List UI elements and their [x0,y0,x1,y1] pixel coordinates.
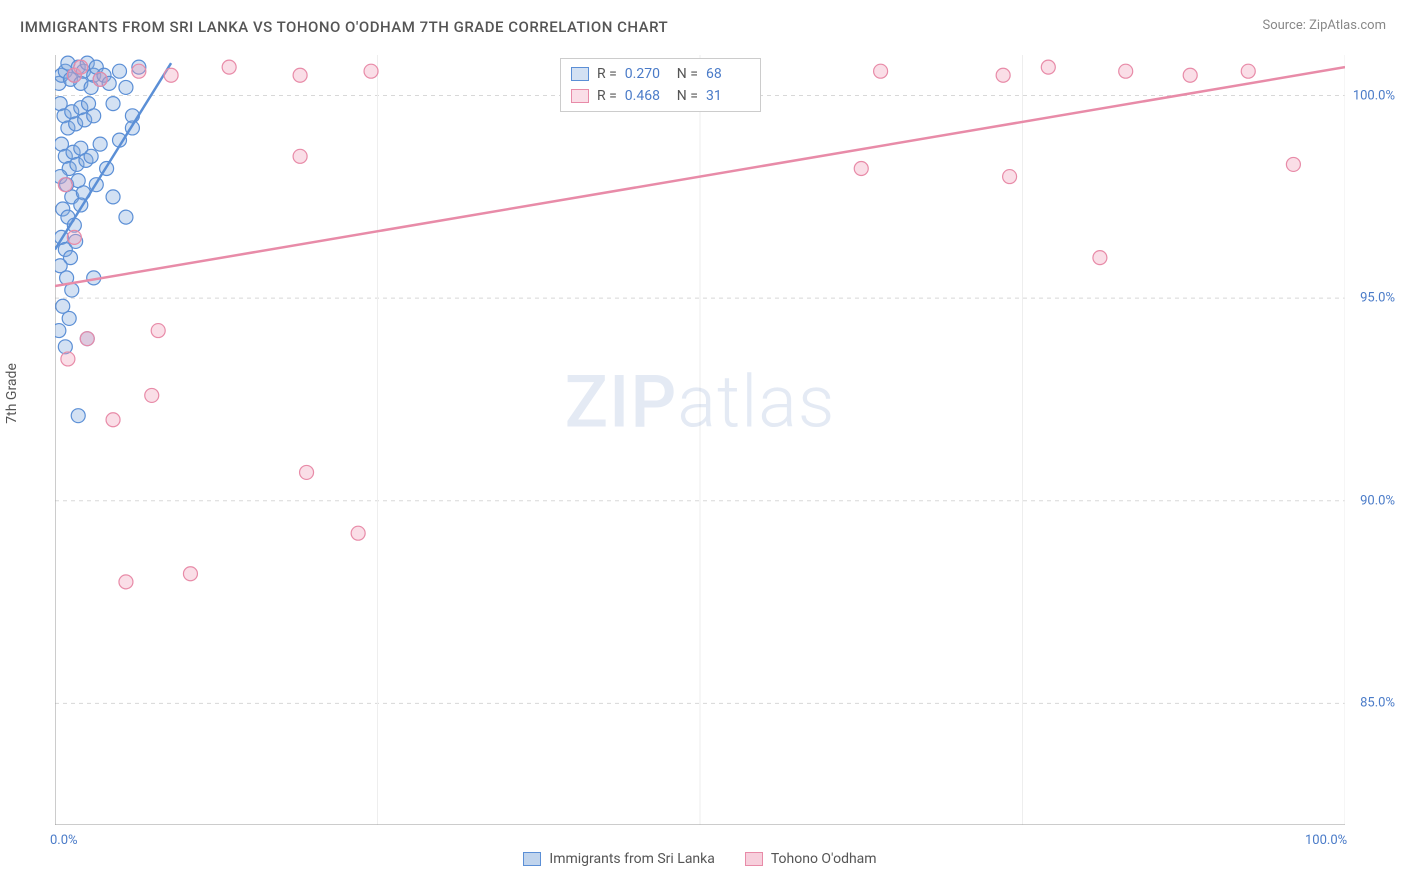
chart-title: IMMIGRANTS FROM SRI LANKA VS TOHONO O'OD… [20,18,668,36]
scatter-plot [55,55,1345,825]
r-value-2: 0.468 [625,88,669,104]
legend-label-1: Immigrants from Sri Lanka [549,851,714,867]
legend-row-series-2: R = 0.468 N = 31 [571,85,750,107]
legend-item-1: Immigrants from Sri Lanka [523,851,714,867]
n-label: N = [677,66,698,82]
swatch-series-2 [745,852,763,866]
y-tick-label: 100.0% [1345,88,1395,103]
swatch-series-1 [523,852,541,866]
x-tick-label: 100.0% [1305,833,1347,848]
legend-item-2: Tohono O'odham [745,851,877,867]
swatch-series-2 [571,89,589,103]
y-tick-label: 90.0% [1345,493,1395,508]
y-tick-label: 85.0% [1345,696,1395,711]
source-label: Source: ZipAtlas.com [1262,18,1386,33]
series-legend: Immigrants from Sri Lanka Tohono O'odham [55,851,1345,867]
correlation-legend: R = 0.270 N = 68 R = 0.468 N = 31 [560,58,761,112]
n-value-2: 31 [706,88,750,104]
chart-area: ZIPatlas R = 0.270 N = 68 R = 0.468 N = … [55,55,1345,825]
r-label: R = [597,66,617,82]
legend-row-series-1: R = 0.270 N = 68 [571,63,750,85]
n-label: N = [677,88,698,104]
r-value-1: 0.270 [625,66,669,82]
x-tick-label: 0.0% [50,833,78,848]
y-tick-label: 95.0% [1345,291,1395,306]
r-label: R = [597,88,617,104]
y-axis-label: 7th Grade [4,363,20,424]
n-value-1: 68 [706,66,750,82]
swatch-series-1 [571,67,589,81]
legend-label-2: Tohono O'odham [771,851,877,867]
